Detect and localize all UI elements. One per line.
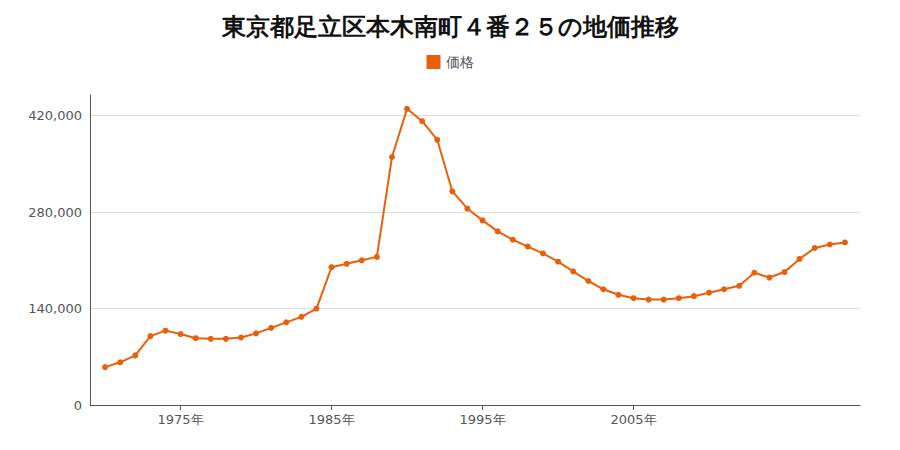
svg-text:280,000: 280,000 bbox=[28, 205, 82, 220]
svg-text:2005年: 2005年 bbox=[610, 412, 656, 427]
svg-text:1975年: 1975年 bbox=[158, 412, 204, 427]
svg-text:140,000: 140,000 bbox=[28, 301, 82, 316]
svg-text:1995年: 1995年 bbox=[460, 412, 506, 427]
svg-text:価格: 価格 bbox=[446, 54, 474, 70]
svg-text:0: 0 bbox=[74, 398, 82, 413]
svg-text:420,000: 420,000 bbox=[28, 108, 82, 123]
svg-text:1985年: 1985年 bbox=[309, 412, 355, 427]
svg-text:東京都足立区本木南町４番２５の地価推移: 東京都足立区本木南町４番２５の地価推移 bbox=[221, 13, 679, 41]
